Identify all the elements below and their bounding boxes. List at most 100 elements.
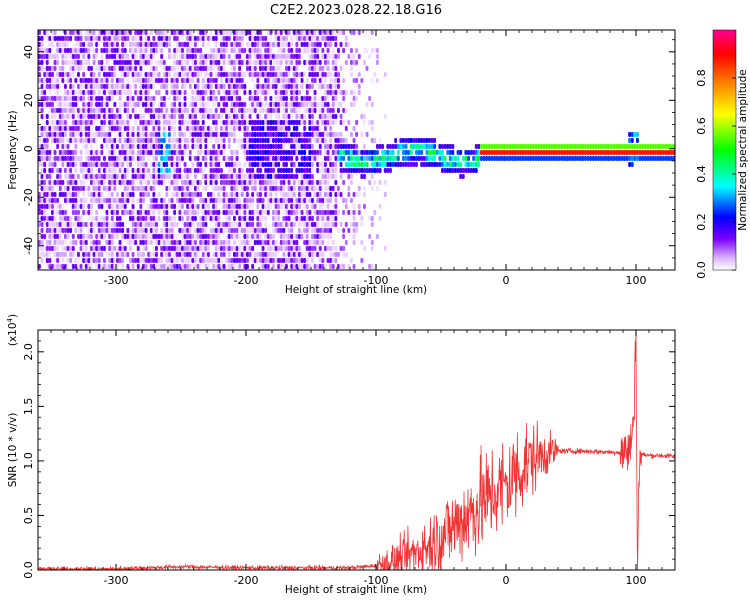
heatmap-cell <box>58 168 62 173</box>
heatmap-cell <box>329 222 333 227</box>
heatmap-cell <box>51 210 54 215</box>
heatmap-cell <box>282 108 286 113</box>
heatmap-cell <box>92 240 96 245</box>
heatmap-cell <box>246 180 249 185</box>
heatmap-cell <box>292 30 296 35</box>
heatmap-cell <box>38 30 41 35</box>
heatmap-cell <box>334 138 338 143</box>
heatmap-cell <box>165 228 169 233</box>
heatmap-cell <box>69 78 73 83</box>
heatmap-cell <box>53 150 57 155</box>
heatmap-cell <box>69 168 73 173</box>
heatmap-cell <box>331 90 335 95</box>
heatmap-cell <box>64 84 67 89</box>
heatmap-cell <box>264 72 268 77</box>
heatmap-cell <box>300 222 304 227</box>
heatmap-cell <box>103 228 106 233</box>
heatmap-cell <box>233 192 236 197</box>
heatmap-cell <box>261 240 265 245</box>
heatmap-cell <box>227 90 231 95</box>
heatmap-cell <box>321 258 325 263</box>
heatmap-cell <box>308 102 312 107</box>
heatmap-cell <box>295 66 299 71</box>
heatmap-cell <box>313 264 317 269</box>
heatmap-cell <box>74 180 78 185</box>
heatmap-cell <box>243 144 247 149</box>
heatmap-cell <box>131 210 135 215</box>
heatmap-cell <box>139 204 143 209</box>
heatmap-cell <box>220 84 223 89</box>
heatmap-cell <box>51 78 54 83</box>
heatmap-cell <box>209 30 213 35</box>
heatmap-cell <box>204 36 208 41</box>
heatmap-cell <box>157 36 161 41</box>
heatmap-cell <box>110 120 114 125</box>
heatmap-cell <box>308 96 312 101</box>
heatmap-cell <box>188 246 192 251</box>
heatmap-cell <box>220 168 223 173</box>
heatmap-cell <box>305 30 309 35</box>
heatmap-cell <box>178 174 182 179</box>
heatmap-cell <box>97 42 101 47</box>
heatmap-cell <box>212 162 216 167</box>
heatmap-cell <box>227 216 231 221</box>
heatmap-cell <box>357 192 361 197</box>
heatmap-cell <box>61 162 65 167</box>
heatmap-cell <box>266 54 270 59</box>
heatmap-cell <box>321 222 325 227</box>
heatmap-cell <box>170 180 174 185</box>
heatmap-cell <box>64 168 67 173</box>
heatmap-cell <box>136 36 140 41</box>
heatmap-cell <box>326 132 330 137</box>
heatmap-cell <box>136 138 140 143</box>
heatmap-cell <box>292 240 296 245</box>
heatmap-cell <box>295 126 299 131</box>
heatmap-cell <box>212 132 216 137</box>
heatmap-cell <box>84 174 88 179</box>
heatmap-cell <box>326 168 330 173</box>
heatmap-cell <box>147 120 151 125</box>
heatmap-cell <box>313 138 317 143</box>
heatmap-cell <box>56 96 60 101</box>
heatmap-cell <box>311 48 314 53</box>
heatmap-cell <box>308 114 312 119</box>
heatmap-cell <box>300 264 304 269</box>
heatmap-cell <box>51 162 54 167</box>
heatmap-cell <box>230 90 234 95</box>
heatmap-cell <box>318 132 322 137</box>
heatmap-cell <box>227 42 231 47</box>
heatmap-cell <box>144 162 148 167</box>
heatmap-cell <box>186 222 190 227</box>
heatmap-cell <box>134 114 138 119</box>
heatmap-cell <box>524 156 528 161</box>
heatmap-cell <box>64 192 67 197</box>
heatmap-cell <box>105 114 109 119</box>
heatmap-cell <box>217 246 221 251</box>
heatmap-cell <box>214 252 218 257</box>
heatmap-cell <box>230 60 234 65</box>
heatmap-cell <box>58 234 62 239</box>
heatmap-cell <box>295 114 299 119</box>
heatmap-cell <box>131 156 135 161</box>
heatmap-cell <box>53 240 57 245</box>
heatmap-cell <box>66 222 70 227</box>
heatmap-cell <box>243 246 247 251</box>
heatmap-cell <box>92 78 96 83</box>
heatmap-cell <box>105 132 109 137</box>
heatmap-cell <box>113 150 117 155</box>
heatmap-cell <box>256 204 260 209</box>
heatmap-cell <box>295 174 299 179</box>
heatmap-cell <box>173 36 177 41</box>
heatmap-cell <box>207 192 210 197</box>
heatmap-cell <box>56 120 60 125</box>
heatmap-cell <box>188 72 192 77</box>
heatmap-cell <box>324 78 327 83</box>
heatmap-cell <box>298 216 301 221</box>
heatmap-cell <box>298 246 301 251</box>
heatmap-cell <box>183 144 187 149</box>
heatmap-cell <box>165 114 169 119</box>
heatmap-cell <box>383 246 387 251</box>
heatmap-cell <box>316 132 320 137</box>
heatmap-cell <box>318 72 322 77</box>
heatmap-cell <box>519 156 522 161</box>
